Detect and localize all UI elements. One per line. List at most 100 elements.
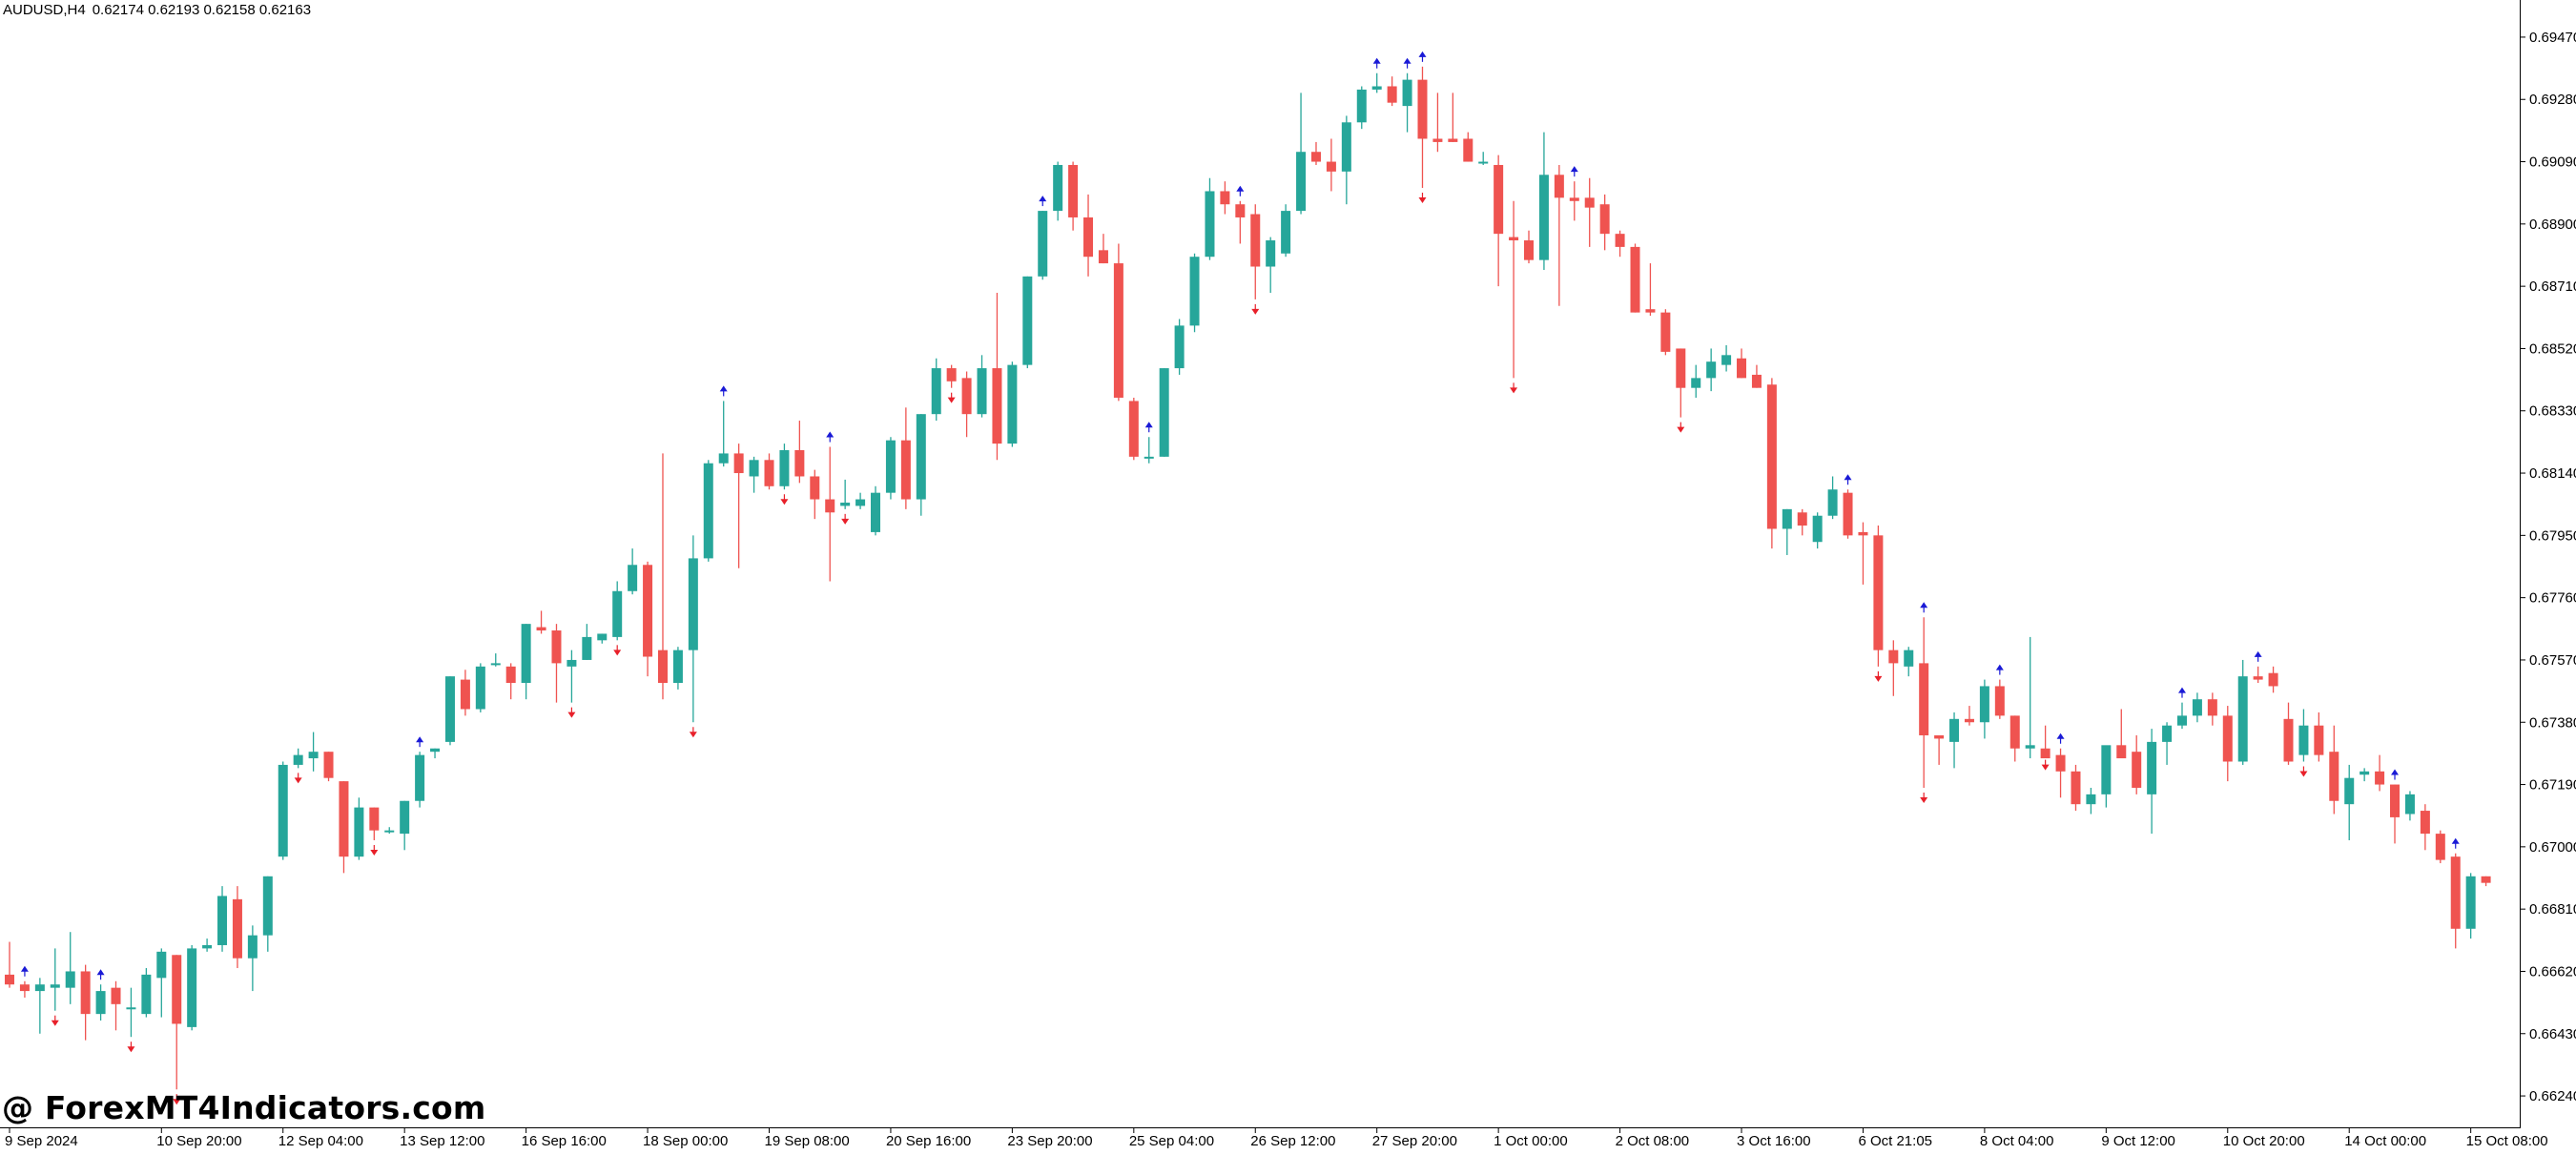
price-tick-label: 0.66430: [2529, 1026, 2576, 1042]
candle: [2222, 706, 2233, 782]
price-tick-label: 0.67570: [2529, 652, 2576, 669]
down-arrow-icon: [2041, 759, 2050, 771]
candle: [1843, 489, 1853, 539]
down-arrow-icon: [370, 844, 379, 856]
candle-body-bull: [1721, 355, 1732, 365]
candle: [111, 980, 121, 1031]
candle-body-bull: [567, 659, 577, 667]
candle-body-bear: [2390, 784, 2401, 817]
candle-body-bull: [2025, 745, 2035, 749]
up-arrow-icon: [719, 385, 728, 397]
candle-body-bear: [1310, 152, 1321, 162]
candle: [536, 610, 546, 634]
price-axis-ticks: 0.69470 0.69280 0.69090 0.68900 0.68710 0.685…: [2520, 30, 2576, 1104]
candle: [551, 624, 562, 703]
candle-body-bear: [1220, 191, 1230, 205]
candle-body-bull: [1205, 191, 1215, 258]
candle: [1979, 679, 1989, 739]
candle: [50, 948, 60, 1011]
candle: [2055, 748, 2066, 798]
candle: [415, 752, 425, 808]
candle-body-bear: [1432, 138, 1443, 142]
candle: [871, 485, 881, 536]
candle: [2237, 659, 2248, 765]
candle: [262, 876, 273, 952]
time-tick-label: 3 Oct 16:00: [1737, 1133, 1811, 1149]
candle-body-bear: [1766, 384, 1777, 529]
candle: [672, 647, 683, 690]
up-arrow-icon: [1920, 602, 1928, 613]
symbol-timeframe: AUDUSD,H4: [3, 2, 86, 18]
candle-body-bear: [2040, 748, 2050, 759]
candle-body-bull: [475, 666, 485, 710]
candle: [1159, 368, 1169, 457]
candle: [293, 748, 303, 769]
candle-body-bull: [1174, 325, 1185, 369]
candle-body-bear: [2435, 834, 2445, 860]
candle-body-bear: [1751, 374, 1762, 388]
candle-body-bull: [1478, 161, 1489, 164]
candle-body-bull: [1949, 718, 1960, 742]
candle-body-bull: [718, 453, 729, 464]
time-axis-ticks: 9 Sep 2024 10 Sep 20:00 12 Sep 04:00 13 Sep…: [5, 1127, 2548, 1149]
candle-body-bull: [354, 807, 364, 857]
candle-body-bear: [1554, 175, 1564, 198]
candle: [2344, 764, 2355, 840]
candle-body-bear: [1934, 735, 1945, 739]
candle-body-bull: [612, 590, 623, 637]
candle: [141, 968, 152, 1018]
up-arrow-icon: [1403, 57, 1412, 69]
ohlc-values: 0.62174 0.62193 0.62158 0.62163: [93, 2, 311, 18]
candle: [1432, 93, 1443, 153]
candle: [2162, 722, 2173, 765]
price-tick-label: 0.69090: [2529, 155, 2576, 171]
candle-body-bull: [2162, 725, 2173, 742]
candle-body-bear: [505, 666, 516, 684]
candle: [597, 633, 608, 644]
candle: [521, 624, 531, 700]
candle: [2390, 784, 2401, 844]
candle-body-bear: [323, 752, 334, 778]
candle-body-bear: [19, 984, 30, 992]
candle: [1630, 243, 1640, 313]
candle-body-bear: [1888, 650, 1899, 664]
candle: [323, 752, 334, 782]
candle: [2329, 725, 2339, 815]
candle-body-bull: [1296, 152, 1307, 212]
candle: [505, 663, 516, 700]
candle: [2435, 830, 2445, 864]
candle-body-bull: [1341, 122, 1351, 172]
candle-body-bull: [2176, 715, 2187, 726]
candle: [1402, 72, 1412, 133]
candle: [2268, 666, 2278, 693]
price-tick-label: 0.67000: [2529, 839, 2576, 856]
candle-body-bear: [2253, 676, 2263, 680]
candle-body-bear: [2375, 771, 2385, 785]
up-arrow-icon: [1372, 57, 1381, 69]
candle-body-bear: [643, 565, 653, 657]
down-arrow-icon: [567, 707, 576, 718]
candle-body-bear: [2283, 718, 2294, 762]
candle: [1113, 243, 1123, 402]
down-arrow-icon: [689, 727, 697, 738]
candle: [2116, 709, 2127, 759]
candle-body-bear: [2071, 771, 2081, 805]
candle: [2176, 702, 2187, 730]
candle-body-bear: [80, 971, 91, 1015]
candle: [900, 407, 911, 509]
candle-body-bull: [444, 676, 455, 742]
candle: [1827, 476, 1838, 520]
candle: [172, 955, 182, 1090]
candle: [2025, 636, 2035, 759]
candle-body-bull: [1538, 175, 1549, 260]
down-arrow-icon: [1510, 382, 1518, 394]
candle-body-bear: [1599, 204, 1610, 235]
candle: [1706, 348, 1717, 392]
candle-body-bull: [931, 368, 941, 415]
candle: [1873, 526, 1884, 667]
down-arrow-icon: [1251, 303, 1260, 315]
candle: [1676, 348, 1686, 418]
down-arrow-icon: [1418, 193, 1427, 204]
